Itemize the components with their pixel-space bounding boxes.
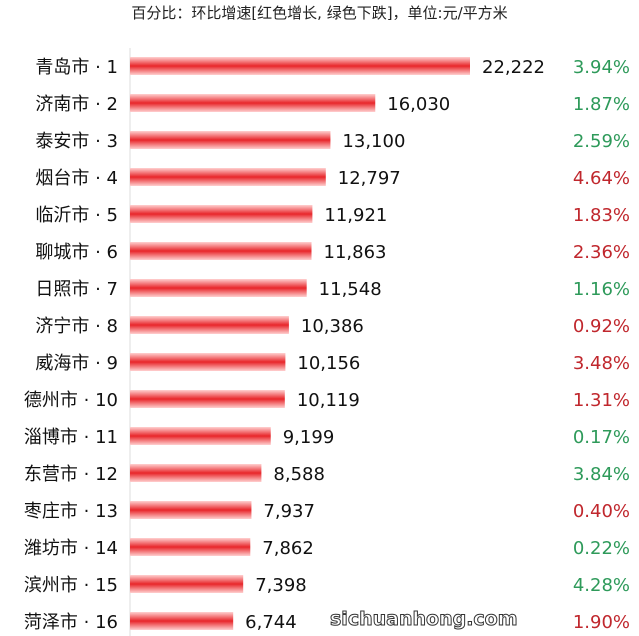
- growth-label: 4.64%: [573, 168, 630, 189]
- category-label: 济南市 · 2: [35, 94, 118, 115]
- growth-label: 1.87%: [573, 94, 630, 115]
- bar: [130, 57, 470, 75]
- bar: [130, 612, 234, 630]
- category-label: 滨州市 · 15: [24, 575, 118, 596]
- value-label: 8,588: [273, 464, 325, 485]
- bar: [130, 279, 307, 297]
- growth-label: 3.94%: [573, 57, 630, 78]
- value-label: 7,937: [263, 501, 315, 522]
- bar: [130, 242, 312, 260]
- bar: [130, 464, 262, 482]
- value-label: 22,222: [482, 57, 545, 78]
- category-label: 东营市 · 12: [24, 464, 118, 485]
- growth-label: 1.31%: [573, 390, 630, 411]
- bar: [130, 575, 244, 593]
- bar: [130, 353, 286, 371]
- bar: [130, 94, 376, 112]
- growth-label: 1.90%: [573, 612, 630, 633]
- bar: [130, 538, 251, 556]
- value-label: 9,199: [283, 427, 335, 448]
- bar: [130, 427, 271, 445]
- category-label: 泰安市 · 3: [35, 131, 118, 152]
- value-label: 12,797: [338, 168, 401, 189]
- value-label: 7,398: [255, 575, 307, 596]
- growth-label: 4.28%: [573, 575, 630, 596]
- category-label: 青岛市 · 1: [35, 57, 118, 78]
- bar: [130, 205, 313, 223]
- value-label: 11,921: [324, 205, 387, 226]
- growth-label: 2.36%: [573, 242, 630, 263]
- bar: [130, 316, 289, 334]
- category-label: 聊城市 · 6: [35, 242, 118, 263]
- bar: [130, 390, 285, 408]
- watermark: sichuanhong.com: [330, 608, 519, 631]
- chart-subtitle: 百分比：环比增速[红色增长, 绿色下跌]，单位:元/平方米: [131, 4, 508, 22]
- value-label: 7,862: [262, 538, 314, 559]
- category-label: 菏泽市 · 16: [24, 612, 118, 633]
- value-label: 16,030: [387, 94, 450, 115]
- category-label: 威海市 · 9: [35, 353, 118, 374]
- growth-label: 0.92%: [573, 316, 630, 337]
- bar: [130, 131, 331, 149]
- category-label: 日照市 · 7: [35, 279, 118, 300]
- value-label: 11,863: [324, 242, 387, 263]
- growth-label: 1.16%: [573, 279, 630, 300]
- value-label: 11,548: [319, 279, 382, 300]
- growth-label: 0.17%: [573, 427, 630, 448]
- category-label: 枣庄市 · 13: [24, 501, 118, 522]
- growth-label: 3.48%: [573, 353, 630, 374]
- value-label: 10,119: [297, 390, 360, 411]
- value-label: 6,744: [245, 612, 297, 633]
- value-label: 10,156: [297, 353, 360, 374]
- value-label: 10,386: [301, 316, 364, 337]
- category-label: 淄博市 · 11: [24, 427, 118, 448]
- growth-label: 2.59%: [573, 131, 630, 152]
- bar: [130, 168, 326, 186]
- category-label: 临沂市 · 5: [35, 205, 118, 226]
- category-label: 德州市 · 10: [24, 390, 118, 411]
- growth-label: 1.83%: [573, 205, 630, 226]
- value-label: 13,100: [342, 131, 405, 152]
- category-label: 济宁市 · 8: [35, 316, 118, 337]
- growth-label: 3.84%: [573, 464, 630, 485]
- growth-label: 0.40%: [573, 501, 630, 522]
- category-label: 烟台市 · 4: [35, 168, 118, 189]
- category-label: 潍坊市 · 14: [24, 538, 118, 559]
- bar: [130, 501, 252, 519]
- growth-label: 0.22%: [573, 538, 630, 559]
